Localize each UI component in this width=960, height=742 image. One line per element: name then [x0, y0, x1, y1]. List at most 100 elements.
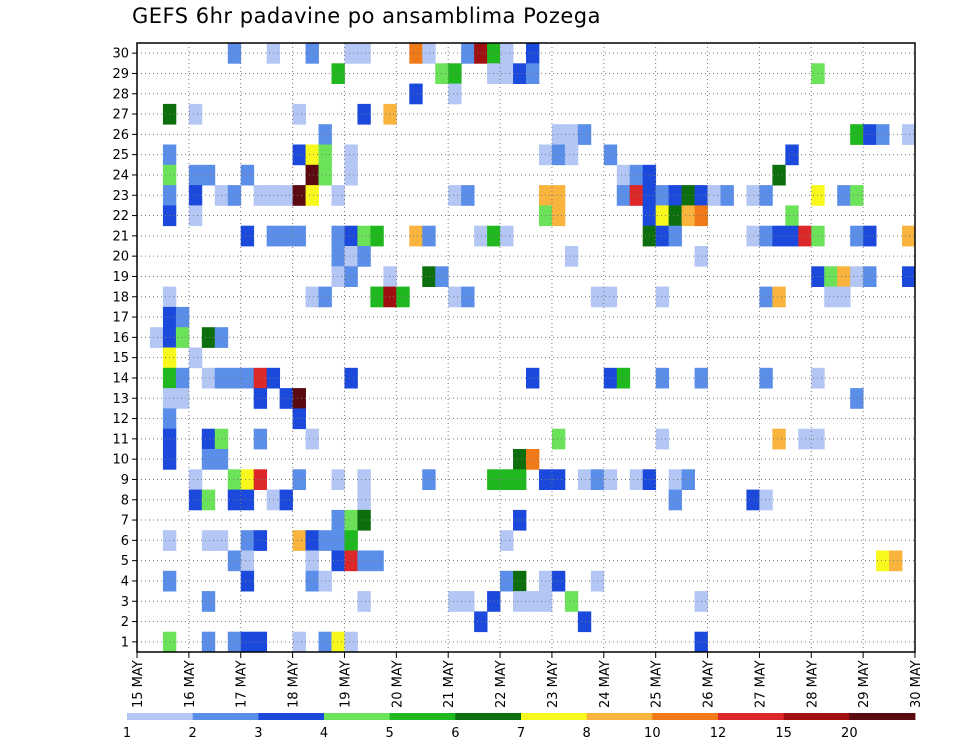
heatmap-cell — [526, 449, 540, 470]
heatmap-cell — [603, 469, 618, 490]
heatmap-cell — [201, 367, 216, 389]
legend-label: 2 — [189, 726, 197, 741]
legend-swatch — [521, 713, 588, 720]
heatmap-cell — [513, 63, 527, 84]
heatmap-cell — [396, 286, 410, 308]
heatmap-cell — [331, 225, 345, 247]
legend-label: 6 — [451, 726, 459, 741]
heatmap-cell — [629, 164, 644, 186]
heatmap-cell — [331, 530, 345, 551]
heatmap-cell — [759, 286, 773, 308]
heatmap-cell — [422, 266, 436, 287]
heatmap-cell — [201, 591, 216, 612]
x-tick-label: 20 MAY — [390, 660, 405, 708]
heatmap-cell — [253, 469, 268, 490]
heatmap-cell — [240, 367, 255, 389]
legend-swatch — [192, 713, 259, 720]
legend-swatch — [389, 713, 456, 720]
heatmap-cell — [305, 286, 319, 308]
heatmap-cell — [668, 469, 682, 490]
heatmap-cell — [240, 225, 255, 247]
heatmap-cell — [227, 489, 242, 511]
heatmap-cell — [175, 388, 190, 409]
x-axis: 15 MAY 16 MAY 17 MAY 18 MAY 19 MAY 20 MAY 21 M… — [131, 652, 924, 708]
heatmap-cell — [681, 185, 695, 206]
heatmap-cell — [188, 469, 203, 490]
heatmap-cell — [526, 591, 540, 612]
heatmap-cell — [331, 550, 345, 572]
x-tick-label: 18 MAY — [287, 660, 302, 708]
heatmap-cells — [149, 43, 916, 653]
heatmap-cell — [500, 63, 514, 84]
heatmap-cell — [305, 185, 319, 206]
legend-swatch — [258, 713, 325, 720]
heatmap-cell — [837, 266, 851, 287]
legend-swatch — [849, 713, 916, 720]
heatmap-cell — [448, 591, 462, 612]
heatmap-cell — [655, 225, 670, 247]
heatmap-cell — [240, 570, 255, 592]
y-tick-label: 17 — [112, 311, 129, 326]
x-tick-label: 25 MAY — [650, 660, 665, 708]
heatmap-cell — [188, 164, 203, 186]
heatmap-cell — [759, 367, 773, 389]
heatmap-cell — [409, 225, 423, 247]
y-tick-label: 7 — [121, 514, 129, 529]
heatmap-cell — [227, 469, 242, 490]
legend-label: 3 — [254, 726, 262, 741]
heatmap-cell — [357, 103, 371, 125]
heatmap-cell — [344, 631, 358, 653]
heatmap-cell — [798, 225, 812, 247]
heatmap-cell — [175, 327, 190, 348]
heatmap-cell — [616, 164, 631, 186]
heatmap-cell — [305, 530, 319, 551]
heatmap-cell — [850, 124, 864, 145]
heatmap-cell — [292, 185, 306, 206]
heatmap-cell — [292, 103, 306, 125]
heatmap-cell — [772, 164, 786, 186]
heatmap-cell — [331, 631, 345, 653]
heatmap-cell — [344, 530, 358, 551]
heatmap-cell — [474, 225, 488, 247]
heatmap-cell — [357, 246, 371, 267]
heatmap-cell — [357, 225, 371, 247]
heatmap-cell — [551, 570, 566, 592]
heatmap-cell — [383, 266, 397, 287]
heatmap-cell — [292, 469, 306, 490]
heatmap-cell — [201, 489, 216, 511]
heatmap-cell — [253, 388, 268, 409]
heatmap-cell — [798, 428, 812, 450]
heatmap-cell — [188, 489, 203, 511]
heatmap-cell — [500, 530, 514, 551]
y-tick-label: 9 — [121, 473, 129, 488]
heatmap-cell — [357, 591, 371, 612]
heatmap-cell — [655, 185, 670, 206]
y-tick-label: 1 — [121, 635, 129, 650]
heatmap-cell — [551, 144, 566, 166]
heatmap-cell — [837, 286, 851, 308]
heatmap-cell — [344, 43, 358, 64]
x-tick-label: 22 MAY — [494, 660, 509, 708]
y-tick-label: 10 — [112, 453, 129, 468]
y-tick-label: 11 — [112, 432, 129, 447]
heatmap-cell — [422, 225, 436, 247]
x-tick-label: 30 MAY — [909, 660, 924, 708]
heatmap-cell — [837, 185, 851, 206]
heatmap-cell — [889, 550, 903, 572]
x-tick-label: 15 MAY — [131, 660, 146, 708]
heatmap-cell — [240, 550, 255, 572]
heatmap-cell — [564, 246, 579, 267]
heatmap-cell — [448, 63, 462, 84]
heatmap-cell — [305, 428, 319, 450]
heatmap-cell — [772, 286, 786, 308]
heatmap-cell — [526, 63, 540, 84]
heatmap-cell — [149, 327, 164, 348]
heatmap-cell — [824, 286, 838, 308]
heatmap-cell — [616, 185, 631, 206]
x-tick-label: 24 MAY — [598, 660, 613, 708]
x-tick-label: 16 MAY — [183, 660, 198, 708]
y-axis: 1234567891011121314151617181920212223242… — [112, 47, 137, 650]
heatmap-cell — [629, 469, 644, 490]
heatmap-cell — [681, 205, 695, 227]
